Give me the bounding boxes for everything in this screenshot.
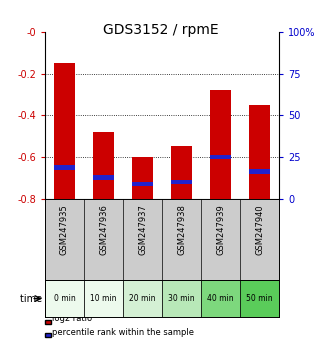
Bar (54, 165, 75, 170)
Bar (132, 157, 153, 199)
Text: log2 ratio: log2 ratio (52, 314, 92, 323)
Text: 20 min: 20 min (129, 294, 156, 303)
Text: GDS3152 / rpmE: GDS3152 / rpmE (103, 23, 218, 37)
Bar (210, 155, 231, 159)
Text: percentile rank within the sample: percentile rank within the sample (52, 327, 194, 337)
Text: 50 min: 50 min (247, 294, 273, 303)
Bar (84, 280, 123, 317)
Text: GSM247937: GSM247937 (138, 204, 147, 255)
Bar (171, 147, 192, 199)
Bar (93, 176, 114, 180)
Text: 40 min: 40 min (207, 294, 234, 303)
Text: GSM247936: GSM247936 (99, 204, 108, 255)
Bar (210, 90, 231, 199)
Bar (123, 280, 162, 317)
Bar (201, 280, 240, 317)
Bar (171, 179, 192, 184)
Bar (240, 280, 279, 317)
Bar (45, 280, 84, 317)
Text: 0 min: 0 min (54, 294, 75, 303)
Bar (249, 169, 271, 174)
Text: GSM247939: GSM247939 (216, 204, 225, 255)
Text: 30 min: 30 min (168, 294, 195, 303)
Bar (162, 280, 201, 317)
Text: GSM247935: GSM247935 (60, 204, 69, 255)
Bar (132, 182, 153, 186)
Text: 10 min: 10 min (90, 294, 117, 303)
Text: GSM247938: GSM247938 (177, 204, 186, 255)
Bar (54, 63, 75, 199)
Text: GSM247940: GSM247940 (255, 204, 264, 255)
Bar (249, 105, 271, 199)
Text: time: time (20, 293, 45, 304)
Bar (93, 132, 114, 199)
